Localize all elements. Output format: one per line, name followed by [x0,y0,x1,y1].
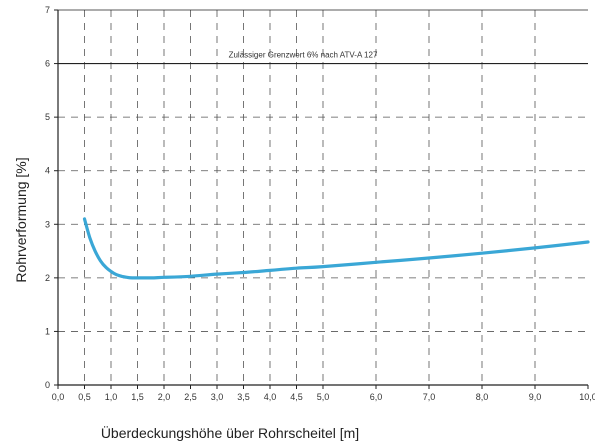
x-tick-label: 9,0 [529,392,542,402]
x-tick-label: 1,0 [105,392,118,402]
y-tick-label: 5 [45,112,50,122]
x-tick-label: 8,0 [476,392,489,402]
series-group [82,217,590,280]
limit-line-group: Zulässiger Grenzwert 6% nach ATV-A 127 [58,51,588,65]
x-tick-label: 0,0 [52,392,65,402]
x-tick-label: 2,0 [158,392,171,402]
x-tick-label: 10,0 [579,392,595,402]
x-tick-labels: 0,0 0,5 1,0 1,5 2,0 2,5 3,0 3,5 4,0 4,5 5,0 6,0 7,0 8… [52,385,595,402]
x-tick-label: 3,0 [211,392,224,402]
y-axis-title: Rohrverformung [%] [13,157,29,282]
x-tick-label: 5,0 [317,392,330,402]
x-tick-label: 3,5 [237,392,250,402]
y-tick-label: 0 [45,380,50,390]
x-tick-label: 6,0 [370,392,383,402]
deformation-curve [82,217,590,280]
x-tick-label: 7,0 [423,392,436,402]
y-tick-label: 3 [45,219,50,229]
x-tick-label: 0,5 [78,392,91,402]
y-tick-labels: 0 1 2 3 4 5 6 7 [45,5,58,390]
y-tick-label: 2 [45,273,50,283]
x-tick-label: 2,5 [184,392,197,402]
y-tick-label: 1 [45,326,50,336]
x-tick-label: 4,0 [264,392,277,402]
limit-line-label: Zulässiger Grenzwert 6% nach ATV-A 127 [229,51,378,60]
x-tick-label: 4,5 [290,392,303,402]
y-tick-label: 6 [45,59,50,69]
y-tick-label: 4 [45,166,50,176]
grid [58,10,588,385]
x-tick-label: 1,5 [131,392,144,402]
x-axis-title: Überdeckungshöhe über Rohrscheitel [m] [101,424,359,441]
y-tick-label: 7 [45,5,50,15]
